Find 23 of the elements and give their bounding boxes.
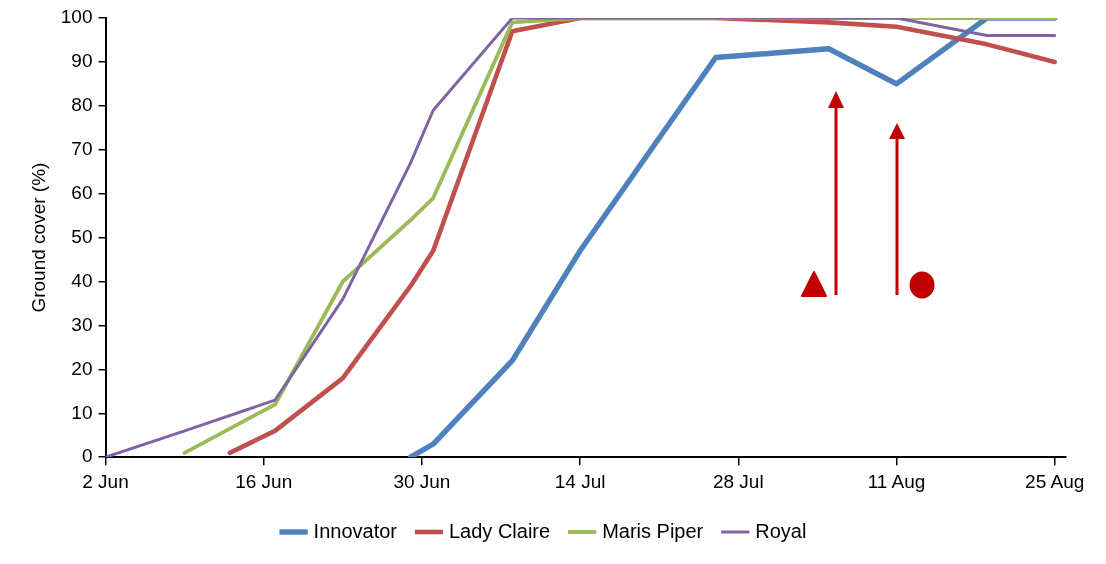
x-tick-label: 14 Jul <box>554 470 606 492</box>
legend-label: Royal <box>755 519 807 542</box>
y-tick-label: 80 <box>71 94 93 116</box>
y-tick-label: 10 <box>71 401 93 423</box>
legend-label: Lady Claire <box>448 519 551 542</box>
y-tick-label: 20 <box>71 357 93 379</box>
x-tick-label: 2 Jun <box>82 470 129 492</box>
x-tick-label: 28 Jul <box>712 470 764 492</box>
y-tick-label: 30 <box>71 313 93 335</box>
x-tick-label: 11 Aug <box>867 470 926 492</box>
legend-label: Maris Piper <box>602 519 704 542</box>
y-axis-title: Ground cover (%) <box>27 162 49 313</box>
y-tick-label: 60 <box>71 181 93 203</box>
y-tick-label: 100 <box>60 6 93 28</box>
y-tick-label: 90 <box>71 50 93 72</box>
y-tick-label: 70 <box>71 137 93 159</box>
y-tick-label: 0 <box>81 445 93 467</box>
x-tick-label: 30 Jun <box>393 470 451 492</box>
y-tick-label: 40 <box>71 269 93 291</box>
x-tick-label: 16 Jun <box>235 470 293 492</box>
x-tick-label: 25 Aug <box>1025 470 1085 492</box>
y-tick-label: 50 <box>71 225 93 247</box>
legend-label: Innovator <box>313 519 398 542</box>
